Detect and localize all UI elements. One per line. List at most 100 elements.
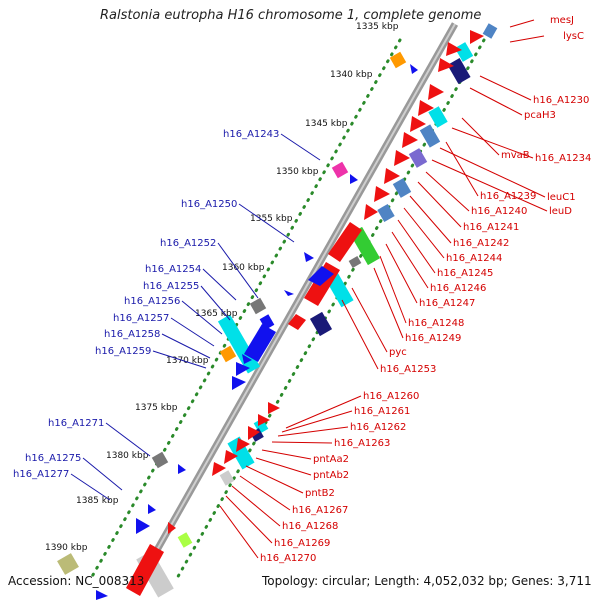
gene-label-right: h16_A1270 [260,553,316,564]
kbp-tick-label: 1360 kbp [222,263,265,273]
gene-label-left: h16_A1250 [181,199,237,210]
gene-label-left: h16_A1277 [13,469,69,480]
outer-left-dotted-track [88,38,402,582]
label-leader-line [225,495,273,544]
kbp-tick-label: 1375 kbp [135,403,178,413]
gene-block [447,57,471,85]
gene-block [177,532,193,548]
kbp-tick-label: 1370 kbp [166,356,209,366]
label-leader-line [425,171,470,212]
gene-block [389,51,407,69]
forward-gene-arrows [126,30,484,596]
genome-backbone-highlight [139,23,456,581]
gene-label-left: h16_A1258 [104,329,160,340]
gene-label-right: pyc [389,347,407,358]
gene-label-left: h16_A1256 [124,296,180,307]
label-leader-line [409,195,452,244]
gene-block [408,148,428,168]
gene-arrow [308,266,334,286]
gene-block [151,451,169,469]
label-leader-line [280,133,321,161]
gene-block [227,436,255,470]
gene-arrow [268,402,280,414]
gene-label-right: h16_A1268 [282,521,338,532]
label-leader-line [217,242,259,299]
gene-arrow [148,504,156,514]
label-leader-line [351,287,388,353]
gene-label-left: h16_A1254 [145,264,201,275]
label-leader-line [271,441,333,444]
label-leader-line [417,181,462,228]
gene-label-right: pcaH3 [524,110,556,121]
gene-arrow [232,376,246,390]
gene-label-right: h16_A1245 [437,268,493,279]
accession-label: Accession: NC_008313 [8,574,145,588]
label-leader-line [379,255,407,324]
topology-label: Topology: circular; Length: 4,052,032 bp… [262,574,592,588]
gene-label-right: pntAb2 [313,470,349,481]
map-title: Ralstonia eutropha H16 chromosome 1, com… [100,8,482,23]
label-leader-line [451,127,534,159]
gene-block [249,297,267,315]
label-leader-line [181,300,223,335]
gene-label-right: h16_A1239 [480,191,536,202]
gene-arrow [212,462,226,476]
label-leader-line [509,19,535,28]
gene-label-right: h16_A1267 [292,505,348,516]
label-leader-line [105,422,151,457]
label-leader-line [231,485,281,527]
gene-arrow [418,100,434,116]
gene-arrow [168,522,176,534]
gene-arrow [242,354,252,364]
gene-arrow [304,252,314,262]
kbp-tick-label: 1380 kbp [106,451,149,461]
gene-arrow [350,174,358,184]
gene-block [392,178,412,198]
label-leader-line [479,75,532,101]
label-leader-line [397,219,436,274]
gene-arrow [470,30,484,44]
gene-label-right: h16_A1230 [533,95,589,106]
gene-label-left: h16_A1243 [223,129,279,140]
kbp-tick-label: 1365 kbp [195,309,238,319]
gene-arrow [224,450,238,464]
label-leader-line [238,203,295,243]
gene-label-right: h16_A1240 [471,206,527,217]
gene-label-left: h16_A1259 [95,346,151,357]
kbp-tick-label: 1345 kbp [305,119,348,129]
kbp-tick-label: 1340 kbp [330,70,373,80]
gene-arrow [136,518,150,534]
gene-arrow [284,290,294,296]
label-leader-line [261,449,312,460]
kbp-tick-label: 1335 kbp [356,22,399,32]
gene-label-right: h16_A1241 [463,222,519,233]
gene-label-right: leuC1 [547,192,576,203]
kbp-tick-label: 1350 kbp [276,167,319,177]
label-leader-line [403,207,445,259]
gene-arrow [410,64,418,74]
gene-block [348,256,362,268]
gene-block [219,470,235,486]
left-gene-track [57,51,418,600]
gene-label-right: h16_A1263 [334,438,390,449]
gene-labels: mesJ lysC h16_A1230 pcaH3 mvaB h16_A1234 leuC1… [13,15,591,564]
label-leader-line [431,159,548,212]
label-leader-line [239,475,291,511]
kbp-tick-label: 1385 kbp [76,496,119,506]
gene-arrow [178,464,186,474]
gene-arrow [236,362,250,376]
gene-block [419,124,441,148]
label-leader-line [245,465,304,494]
gene-block [253,418,269,434]
gene-arrow [328,222,362,262]
gene-block [331,161,349,179]
label-leader-line [219,505,259,559]
gene-arrow [248,426,260,440]
gene-arrow [96,590,108,600]
gene-arrow [244,324,276,362]
gene-label-right: h16_A1242 [453,238,509,249]
label-leader-line [255,457,312,476]
label-leader-line [445,141,479,197]
gene-label-right: mesJ [550,15,574,26]
gene-arrow [384,168,400,184]
